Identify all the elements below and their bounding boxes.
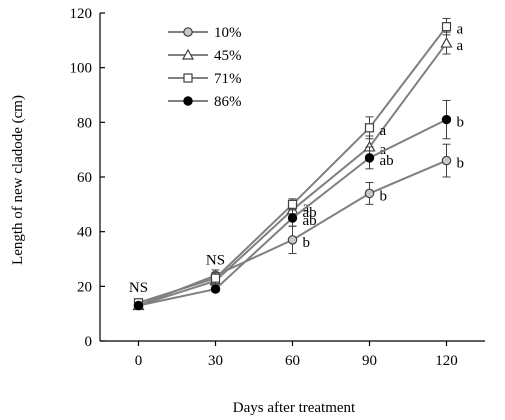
x-tick-label: 30 — [208, 353, 223, 369]
significance-label: b — [457, 156, 465, 172]
legend-label: 10% — [214, 25, 242, 41]
y-tick-label: 60 — [77, 170, 92, 186]
data-point — [441, 155, 452, 166]
data-point — [133, 300, 144, 311]
significance-label: a — [380, 123, 387, 139]
significance-label: ab — [303, 205, 317, 221]
x-tick-label: 60 — [285, 353, 300, 369]
legend-marker — [181, 48, 195, 60]
significance-label: ab — [380, 153, 394, 169]
significance-label: a — [457, 38, 464, 54]
y-tick-label: 100 — [70, 61, 93, 77]
data-point — [441, 22, 452, 32]
y-tick-label: 0 — [85, 334, 93, 350]
legend: 10% 45% 71% 86% — [168, 25, 242, 110]
legend-marker — [183, 73, 193, 83]
y-tick-label: 120 — [70, 6, 93, 22]
ns-annotation: NS — [129, 280, 148, 296]
series-0: b b b — [133, 143, 465, 311]
legend-item: 10% — [168, 25, 242, 41]
significance-label: a — [457, 22, 464, 38]
significance-label: ab — [303, 213, 317, 229]
y-axis-label: Length of new cladode (cm) — [10, 95, 26, 265]
data-point — [210, 284, 221, 294]
x-axis-label: Days after treatment — [233, 400, 356, 416]
legend-label: 71% — [214, 71, 242, 87]
y-tick-label: 80 — [77, 115, 92, 131]
data-point — [440, 36, 453, 48]
significance-label: b — [380, 188, 388, 204]
legend-marker — [183, 27, 193, 37]
legend-item: 71% — [168, 71, 242, 87]
legend-marker — [183, 96, 193, 106]
legend-item: 45% — [168, 48, 242, 64]
data-point — [287, 235, 298, 245]
data-point — [287, 199, 298, 209]
data-point — [364, 153, 375, 163]
legend-label: 45% — [214, 48, 242, 64]
ns-annotation: NS — [206, 252, 225, 268]
x-tick-label: 0 — [135, 353, 143, 369]
significance-label: a — [380, 142, 387, 158]
legend-item: 86% — [168, 94, 242, 110]
series-line — [138, 26, 448, 304]
data-point — [210, 273, 221, 283]
significance-label: b — [457, 115, 465, 131]
series-2: aaa — [133, 17, 464, 308]
x-tick-label: 120 — [435, 353, 458, 369]
significance-label: b — [303, 235, 311, 251]
data-point — [441, 114, 452, 125]
legend-label: 86% — [214, 94, 242, 110]
axes: 0 20 40 60 80 100 120 0 30 60 90 120 — [70, 6, 485, 369]
y-tick-label: 20 — [77, 279, 92, 295]
data-point — [364, 123, 375, 133]
data-point — [287, 213, 298, 223]
data-point — [364, 188, 375, 199]
x-tick-label: 90 — [362, 353, 377, 369]
y-tick-label: 40 — [77, 225, 92, 241]
